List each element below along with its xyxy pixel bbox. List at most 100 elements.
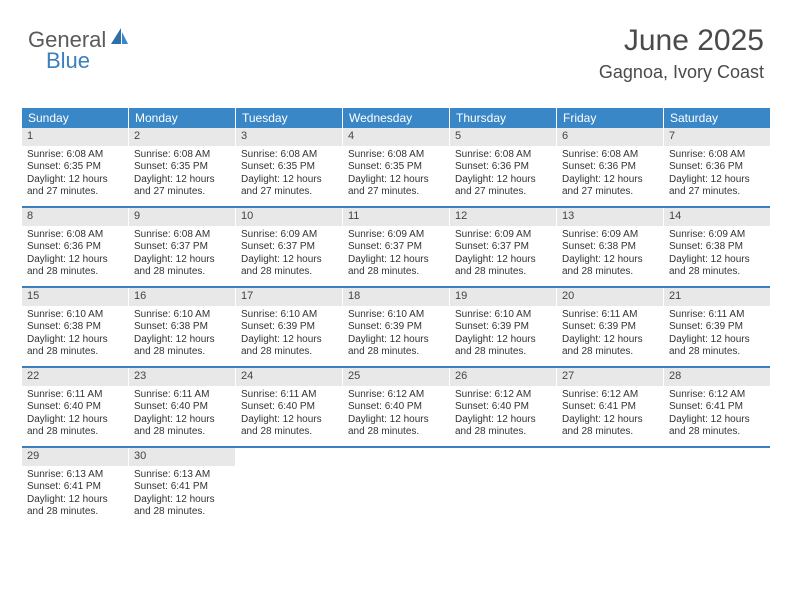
day-body: Sunrise: 6:13 AMSunset: 6:41 PMDaylight:… (22, 466, 128, 524)
day-number: 4 (343, 128, 449, 146)
day-number: 27 (557, 368, 663, 386)
sunrise-line: Sunrise: 6:09 AM (669, 229, 765, 242)
sunrise-line: Sunrise: 6:12 AM (562, 389, 658, 402)
sunset-line: Sunset: 6:41 PM (27, 481, 123, 494)
daylight-line: Daylight: 12 hours and 28 minutes. (134, 334, 230, 359)
day-number: 9 (129, 208, 235, 226)
day-body: Sunrise: 6:10 AMSunset: 6:38 PMDaylight:… (129, 306, 235, 364)
day-number: 12 (450, 208, 556, 226)
day-cell: 26Sunrise: 6:12 AMSunset: 6:40 PMDayligh… (450, 368, 557, 446)
day-number: 14 (664, 208, 770, 226)
day-body: Sunrise: 6:09 AMSunset: 6:37 PMDaylight:… (343, 226, 449, 284)
sunset-line: Sunset: 6:38 PM (134, 321, 230, 334)
sunset-line: Sunset: 6:41 PM (134, 481, 230, 494)
dow-header-cell: Sunday (22, 108, 129, 128)
day-cell: 19Sunrise: 6:10 AMSunset: 6:39 PMDayligh… (450, 288, 557, 366)
daylight-line: Daylight: 12 hours and 28 minutes. (27, 414, 123, 439)
week-row: 29Sunrise: 6:13 AMSunset: 6:41 PMDayligh… (22, 448, 770, 526)
sunset-line: Sunset: 6:39 PM (348, 321, 444, 334)
daylight-line: Daylight: 12 hours and 28 minutes. (27, 334, 123, 359)
day-body: Sunrise: 6:09 AMSunset: 6:38 PMDaylight:… (664, 226, 770, 284)
day-number: 30 (129, 448, 235, 466)
sunrise-line: Sunrise: 6:13 AM (134, 469, 230, 482)
day-body: Sunrise: 6:09 AMSunset: 6:37 PMDaylight:… (450, 226, 556, 284)
sunrise-line: Sunrise: 6:09 AM (348, 229, 444, 242)
day-cell: 7Sunrise: 6:08 AMSunset: 6:36 PMDaylight… (664, 128, 770, 206)
day-number: 22 (22, 368, 128, 386)
day-cell: 25Sunrise: 6:12 AMSunset: 6:40 PMDayligh… (343, 368, 450, 446)
day-number: 11 (343, 208, 449, 226)
logo: General Blue (28, 26, 129, 53)
day-cell: 1Sunrise: 6:08 AMSunset: 6:35 PMDaylight… (22, 128, 129, 206)
day-body: Sunrise: 6:10 AMSunset: 6:39 PMDaylight:… (450, 306, 556, 364)
sunset-line: Sunset: 6:36 PM (562, 161, 658, 174)
dow-header-cell: Wednesday (343, 108, 450, 128)
sunrise-line: Sunrise: 6:09 AM (241, 229, 337, 242)
daylight-line: Daylight: 12 hours and 28 minutes. (669, 334, 765, 359)
sunrise-line: Sunrise: 6:12 AM (455, 389, 551, 402)
day-body: Sunrise: 6:12 AMSunset: 6:40 PMDaylight:… (343, 386, 449, 444)
sunrise-line: Sunrise: 6:09 AM (562, 229, 658, 242)
sunset-line: Sunset: 6:38 PM (27, 321, 123, 334)
daylight-line: Daylight: 12 hours and 27 minutes. (455, 174, 551, 199)
day-cell (664, 448, 770, 526)
day-number: 24 (236, 368, 342, 386)
day-body: Sunrise: 6:10 AMSunset: 6:39 PMDaylight:… (343, 306, 449, 364)
day-cell: 6Sunrise: 6:08 AMSunset: 6:36 PMDaylight… (557, 128, 664, 206)
day-cell: 11Sunrise: 6:09 AMSunset: 6:37 PMDayligh… (343, 208, 450, 286)
day-body: Sunrise: 6:10 AMSunset: 6:39 PMDaylight:… (236, 306, 342, 364)
day-body: Sunrise: 6:08 AMSunset: 6:35 PMDaylight:… (22, 146, 128, 204)
day-cell: 24Sunrise: 6:11 AMSunset: 6:40 PMDayligh… (236, 368, 343, 446)
day-number: 19 (450, 288, 556, 306)
sunset-line: Sunset: 6:37 PM (348, 241, 444, 254)
sunrise-line: Sunrise: 6:12 AM (348, 389, 444, 402)
dow-header-cell: Saturday (664, 108, 770, 128)
sunrise-line: Sunrise: 6:09 AM (455, 229, 551, 242)
day-cell: 4Sunrise: 6:08 AMSunset: 6:35 PMDaylight… (343, 128, 450, 206)
sunrise-line: Sunrise: 6:08 AM (562, 149, 658, 162)
day-number: 18 (343, 288, 449, 306)
sunset-line: Sunset: 6:39 PM (241, 321, 337, 334)
day-number: 15 (22, 288, 128, 306)
day-number: 3 (236, 128, 342, 146)
sunrise-line: Sunrise: 6:08 AM (348, 149, 444, 162)
sunset-line: Sunset: 6:36 PM (455, 161, 551, 174)
sunset-line: Sunset: 6:39 PM (455, 321, 551, 334)
daylight-line: Daylight: 12 hours and 28 minutes. (562, 414, 658, 439)
sunset-line: Sunset: 6:38 PM (669, 241, 765, 254)
day-cell: 20Sunrise: 6:11 AMSunset: 6:39 PMDayligh… (557, 288, 664, 366)
sunset-line: Sunset: 6:36 PM (27, 241, 123, 254)
day-body: Sunrise: 6:08 AMSunset: 6:37 PMDaylight:… (129, 226, 235, 284)
sunrise-line: Sunrise: 6:11 AM (241, 389, 337, 402)
day-cell: 9Sunrise: 6:08 AMSunset: 6:37 PMDaylight… (129, 208, 236, 286)
day-body: Sunrise: 6:09 AMSunset: 6:38 PMDaylight:… (557, 226, 663, 284)
day-cell: 29Sunrise: 6:13 AMSunset: 6:41 PMDayligh… (22, 448, 129, 526)
day-cell: 3Sunrise: 6:08 AMSunset: 6:35 PMDaylight… (236, 128, 343, 206)
daylight-line: Daylight: 12 hours and 27 minutes. (241, 174, 337, 199)
week-row: 15Sunrise: 6:10 AMSunset: 6:38 PMDayligh… (22, 288, 770, 368)
daylight-line: Daylight: 12 hours and 28 minutes. (27, 494, 123, 519)
sunset-line: Sunset: 6:35 PM (348, 161, 444, 174)
daylight-line: Daylight: 12 hours and 28 minutes. (455, 254, 551, 279)
daylight-line: Daylight: 12 hours and 28 minutes. (134, 254, 230, 279)
day-body: Sunrise: 6:13 AMSunset: 6:41 PMDaylight:… (129, 466, 235, 524)
sunrise-line: Sunrise: 6:11 AM (134, 389, 230, 402)
day-cell: 8Sunrise: 6:08 AMSunset: 6:36 PMDaylight… (22, 208, 129, 286)
sunrise-line: Sunrise: 6:08 AM (27, 229, 123, 242)
day-body: Sunrise: 6:11 AMSunset: 6:40 PMDaylight:… (22, 386, 128, 444)
sunrise-line: Sunrise: 6:12 AM (669, 389, 765, 402)
daylight-line: Daylight: 12 hours and 27 minutes. (348, 174, 444, 199)
header: June 2025 Gagnoa, Ivory Coast (599, 24, 764, 83)
day-cell: 18Sunrise: 6:10 AMSunset: 6:39 PMDayligh… (343, 288, 450, 366)
day-body: Sunrise: 6:08 AMSunset: 6:36 PMDaylight:… (557, 146, 663, 204)
sunrise-line: Sunrise: 6:08 AM (134, 229, 230, 242)
daylight-line: Daylight: 12 hours and 28 minutes. (562, 334, 658, 359)
day-cell (343, 448, 450, 526)
sunset-line: Sunset: 6:35 PM (241, 161, 337, 174)
day-body: Sunrise: 6:08 AMSunset: 6:35 PMDaylight:… (343, 146, 449, 204)
sunset-line: Sunset: 6:39 PM (669, 321, 765, 334)
dow-header-cell: Thursday (450, 108, 557, 128)
day-body: Sunrise: 6:08 AMSunset: 6:35 PMDaylight:… (129, 146, 235, 204)
sunset-line: Sunset: 6:40 PM (27, 401, 123, 414)
day-number: 5 (450, 128, 556, 146)
